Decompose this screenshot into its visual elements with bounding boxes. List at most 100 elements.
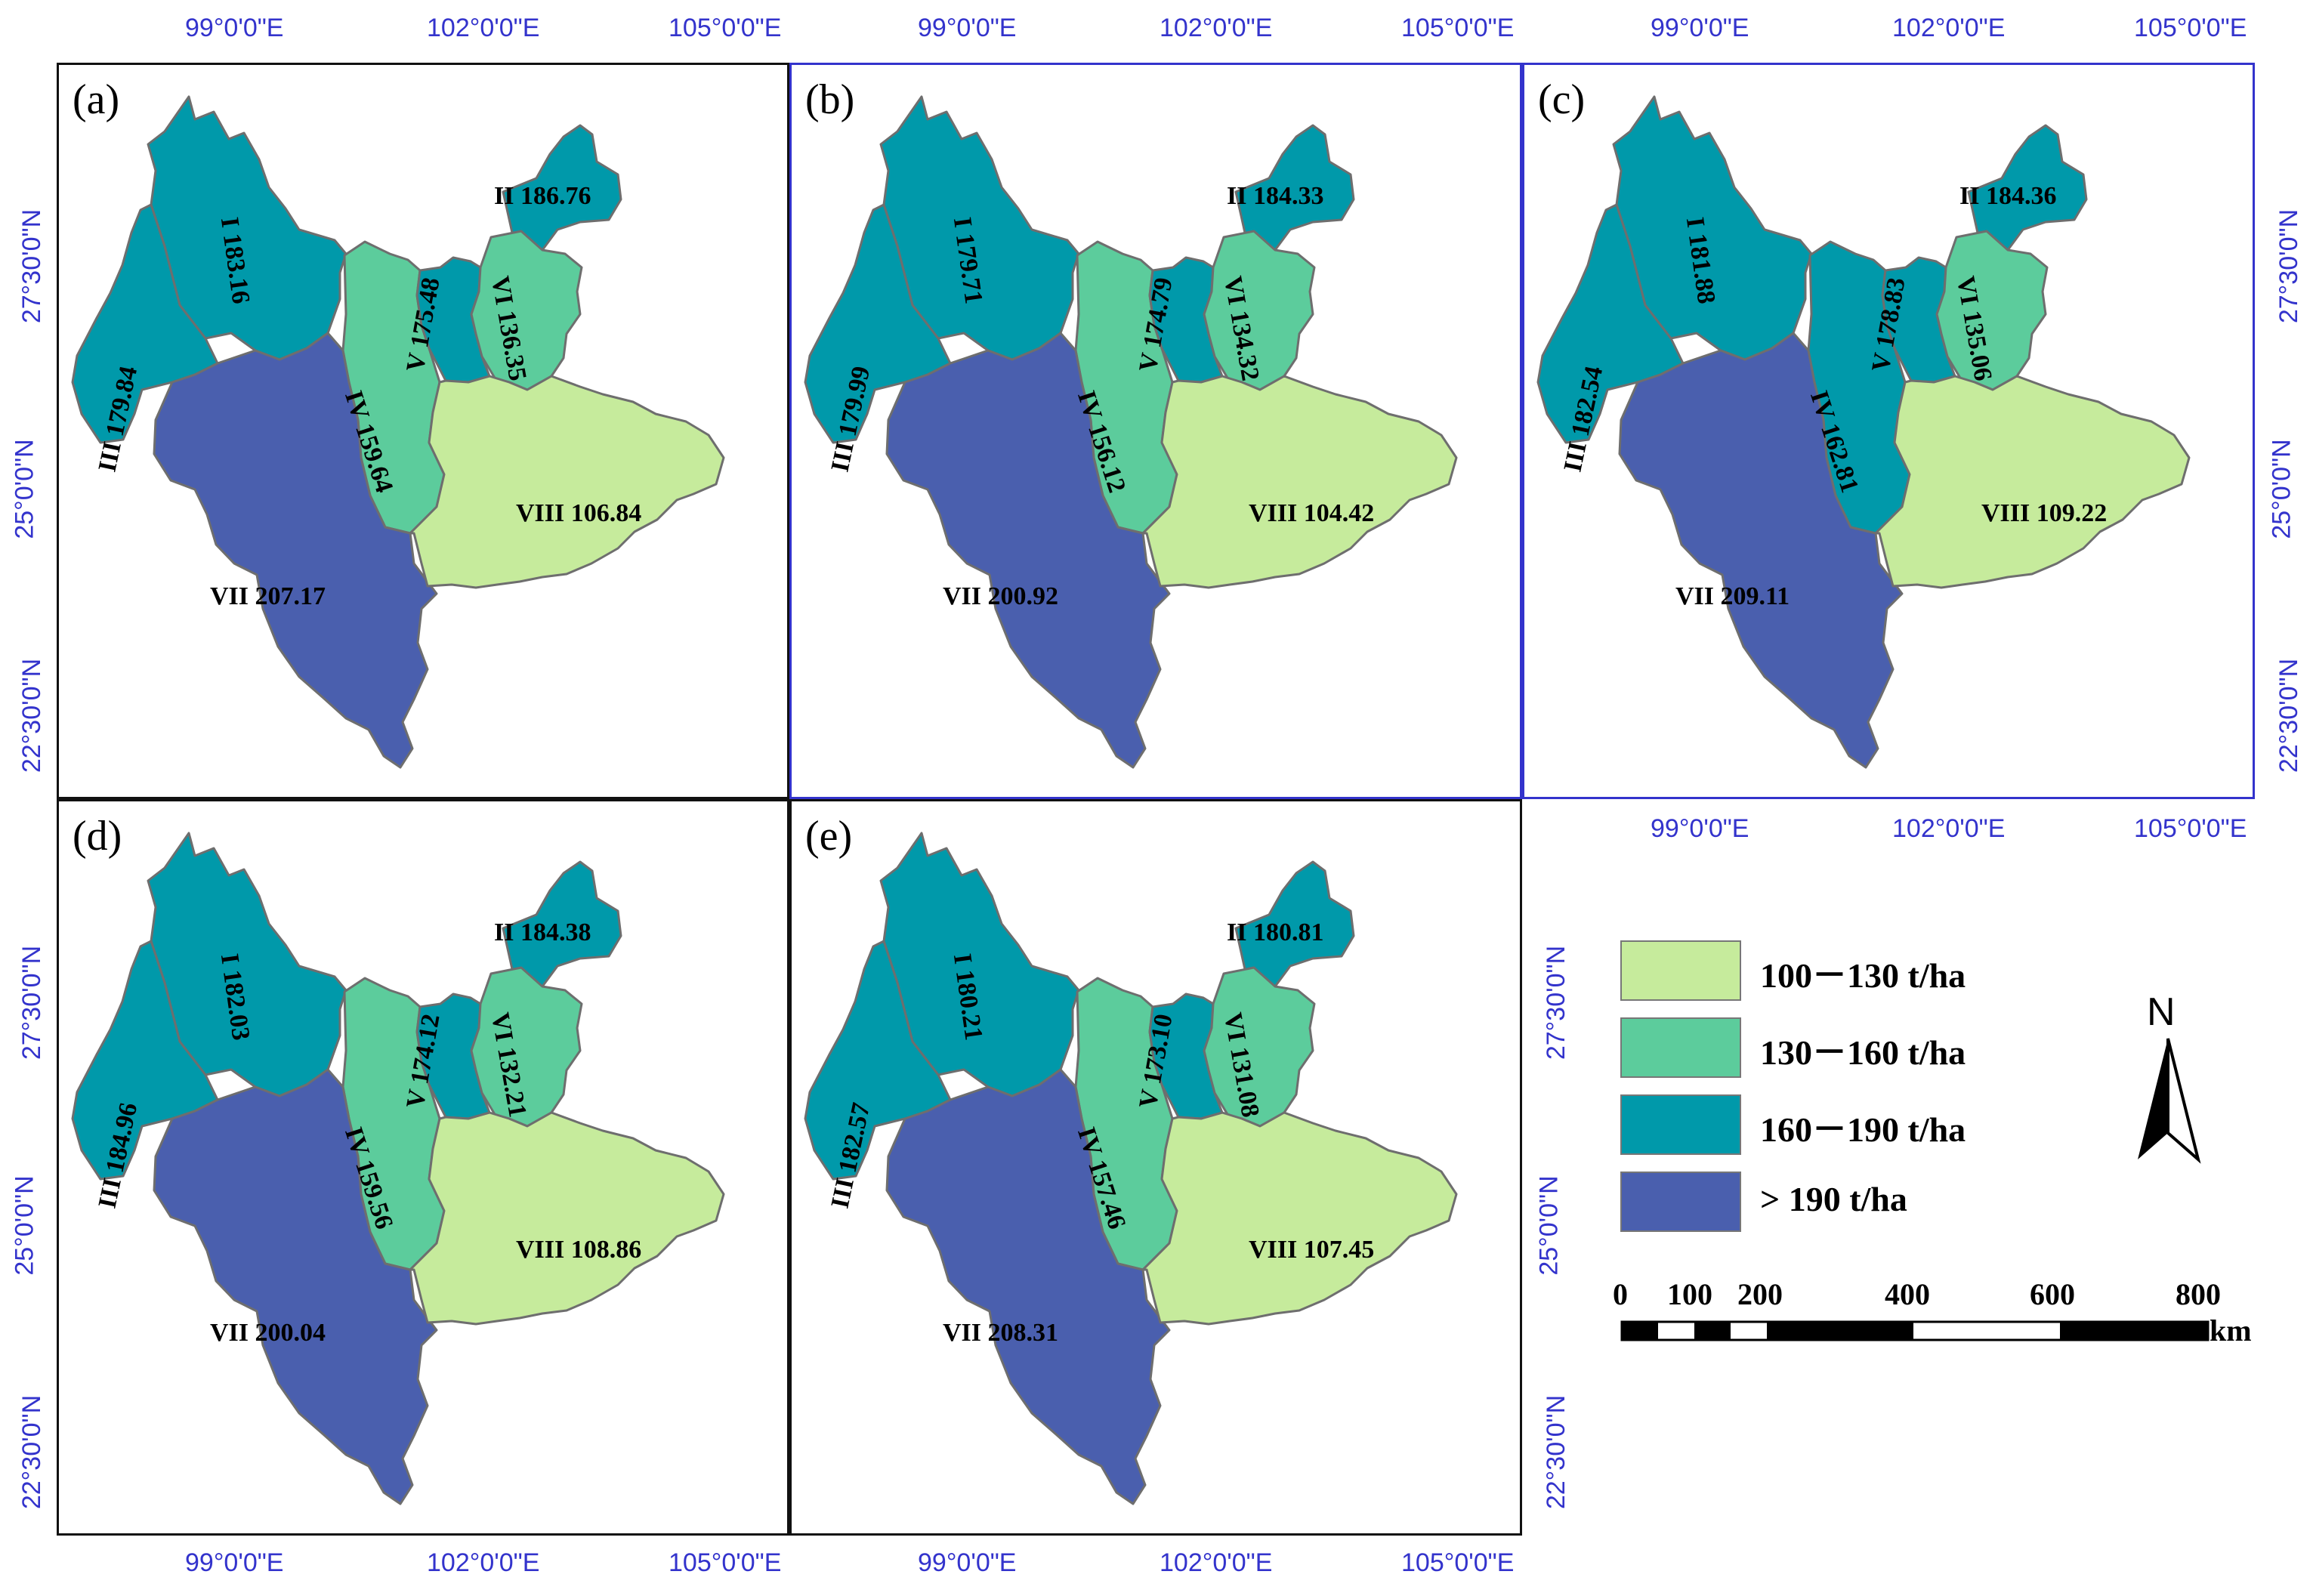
map-panel-d: (d) I 182.03 II 184.38 III 184.96 IV 159.56 V… (57, 799, 789, 1536)
region-label-vii: VII 200.92 (943, 582, 1059, 610)
scale-tick-label: 400 (1885, 1277, 1930, 1311)
region-map (71, 832, 725, 1505)
legend-swatch (1620, 1094, 1741, 1155)
region-label-viii: VIII 107.45 (1249, 1236, 1375, 1264)
longitude-label: 102°0'0"E (1892, 14, 2006, 42)
legend-label: 100－130 t/ha (1760, 956, 1966, 995)
longitude-label: 102°0'0"E (427, 14, 540, 42)
latitude-label: 27°30'0"N (17, 945, 47, 1060)
region-map (804, 95, 1458, 769)
north-arrow-icon (2138, 1038, 2201, 1164)
region-label-ii: II 184.36 (1959, 182, 2057, 210)
map-panel-b: (b) I 179.71 II 184.33 III 179.99 IV 156.12 V… (789, 63, 1522, 799)
region-iii (71, 203, 219, 444)
scale-tick-label: 100 (1667, 1277, 1712, 1311)
region-vii (1618, 332, 1904, 769)
legend-swatch (1620, 940, 1741, 1001)
longitude-label: 99°0'0"E (185, 14, 284, 42)
legend-swatch (1620, 1017, 1741, 1078)
region-label-vii: VII 208.31 (943, 1319, 1059, 1347)
longitude-label: 105°0'0"E (669, 1548, 782, 1577)
panel-label: (b) (805, 76, 855, 123)
region-vii (885, 332, 1171, 769)
scale-tick-label: 600 (2030, 1277, 2075, 1311)
region-label-ii: II 180.81 (1227, 918, 1324, 946)
region-iii (804, 203, 952, 444)
region-iii (71, 940, 219, 1181)
legend-swatch (1620, 1172, 1741, 1232)
longitude-label: 105°0'0"E (669, 14, 782, 42)
panel-label: (e) (805, 813, 853, 860)
latitude-label: 25°0'0"N (1534, 1175, 1564, 1276)
longitude-label: 105°0'0"E (1401, 1548, 1515, 1577)
region-map (71, 95, 725, 769)
region-vii (153, 1068, 438, 1505)
longitude-label: 102°0'0"E (1892, 814, 2006, 843)
latitude-label: 25°0'0"N (2267, 439, 2296, 539)
region-i (879, 832, 1080, 1097)
legend-label: 130－160 t/ha (1760, 1033, 1966, 1072)
region-label-viii: VIII 108.86 (516, 1236, 642, 1264)
scale-bar-graphic (1620, 1320, 2210, 1341)
region-vi (1935, 230, 2049, 391)
region-vii (153, 332, 438, 769)
region-viii (1874, 375, 2191, 589)
region-viii (409, 1111, 725, 1326)
region-i (879, 95, 1080, 361)
region-label-vii: VII 207.17 (210, 582, 326, 610)
longitude-label: 99°0'0"E (185, 1548, 284, 1577)
longitude-label: 102°0'0"E (427, 1548, 540, 1577)
latitude-label: 27°30'0"N (17, 208, 47, 324)
longitude-label: 102°0'0"E (1160, 1548, 1273, 1577)
region-map (804, 832, 1458, 1505)
longitude-label: 105°0'0"E (2134, 814, 2247, 843)
scale-bar: 0 100 200 400 600 800 km (1613, 1276, 2252, 1352)
region-viii (1141, 1111, 1458, 1326)
panel-label: (d) (73, 813, 122, 860)
longitude-label: 102°0'0"E (1160, 14, 1273, 42)
region-label-ii: II 184.33 (1227, 182, 1324, 210)
map-panel-c: (c) I 181.88 II 184.36 III 182.54 IV 162.81 V… (1522, 63, 2255, 799)
region-label-viii: VIII 109.22 (1981, 499, 2108, 527)
longitude-label: 105°0'0"E (1401, 14, 1515, 42)
longitude-label: 99°0'0"E (1651, 814, 1749, 843)
region-label-ii: II 184.38 (494, 918, 591, 946)
legend-item-100-130: 100－130 t/ha (1620, 940, 2104, 1001)
region-vi (470, 966, 583, 1128)
latitude-label: 22°30'0"N (1542, 1394, 1571, 1510)
region-label-ii: II 186.76 (494, 182, 591, 210)
region-i (147, 95, 347, 361)
region-label-vii: VII 200.04 (210, 1319, 326, 1347)
region-vi (1203, 230, 1316, 391)
longitude-label: 99°0'0"E (918, 1548, 1017, 1577)
region-label-vii: VII 209.11 (1675, 582, 1790, 610)
region-vii (885, 1068, 1171, 1505)
region-label-viii: VIII 106.84 (516, 499, 642, 527)
region-iii (804, 940, 952, 1181)
legend-item-gt-190: > 190 t/ha (1620, 1172, 2104, 1232)
region-viii (1141, 375, 1458, 589)
longitude-label: 105°0'0"E (2134, 14, 2247, 42)
map-panel-e: (e) I 180.21 II 180.81 III 182.57 IV 157.46 V… (789, 799, 1522, 1536)
region-vi (470, 230, 583, 391)
region-iii (1536, 203, 1685, 444)
legend-label: 160－190 t/ha (1760, 1110, 1966, 1149)
region-i (1612, 95, 1813, 361)
map-panel-a: (a) I 183.16 II 186.76 III 179.84 IV 159.64 V… (57, 63, 789, 799)
latitude-label: 27°30'0"N (1542, 945, 1571, 1060)
latitude-label: 25°0'0"N (10, 1175, 39, 1276)
longitude-label: 99°0'0"E (1651, 14, 1749, 42)
latitude-label: 22°30'0"N (17, 658, 47, 773)
region-viii (409, 375, 725, 589)
scale-tick-label: 200 (1737, 1277, 1783, 1311)
legend-item-160-190: 160－190 t/ha (1620, 1094, 2104, 1155)
region-vi (1203, 966, 1316, 1128)
region-map (1536, 95, 2191, 769)
region-i (147, 832, 347, 1097)
latitude-label: 22°30'0"N (2274, 658, 2304, 773)
longitude-label: 99°0'0"E (918, 14, 1017, 42)
panel-label: (c) (1538, 76, 1586, 123)
legend-item-130-160: 130－160 t/ha (1620, 1017, 2104, 1078)
latitude-label: 27°30'0"N (2274, 208, 2304, 324)
panel-label: (a) (73, 76, 120, 123)
